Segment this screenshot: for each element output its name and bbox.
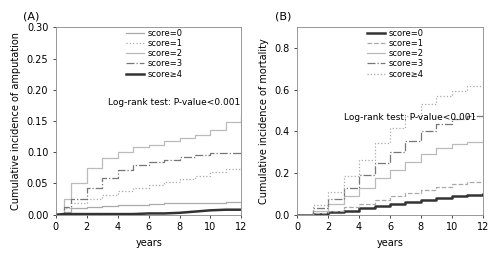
Text: (A): (A) — [22, 11, 39, 21]
Legend: score=0, score=1, score=2, score=3, score≥4: score=0, score=1, score=2, score=3, scor… — [366, 28, 425, 79]
Y-axis label: Cumulative incidence of amputation: Cumulative incidence of amputation — [11, 32, 21, 210]
X-axis label: years: years — [135, 238, 162, 248]
Y-axis label: Cumulative incidence of mortality: Cumulative incidence of mortality — [258, 38, 268, 204]
Text: (B): (B) — [275, 11, 291, 21]
Text: Log-rank test: P-value<0.001: Log-rank test: P-value<0.001 — [108, 98, 240, 107]
X-axis label: years: years — [376, 238, 404, 248]
Legend: score=0, score=1, score=2, score=3, score≥4: score=0, score=1, score=2, score=3, scor… — [125, 28, 184, 79]
Text: Log-rank test: P-value<0.001: Log-rank test: P-value<0.001 — [344, 113, 476, 122]
